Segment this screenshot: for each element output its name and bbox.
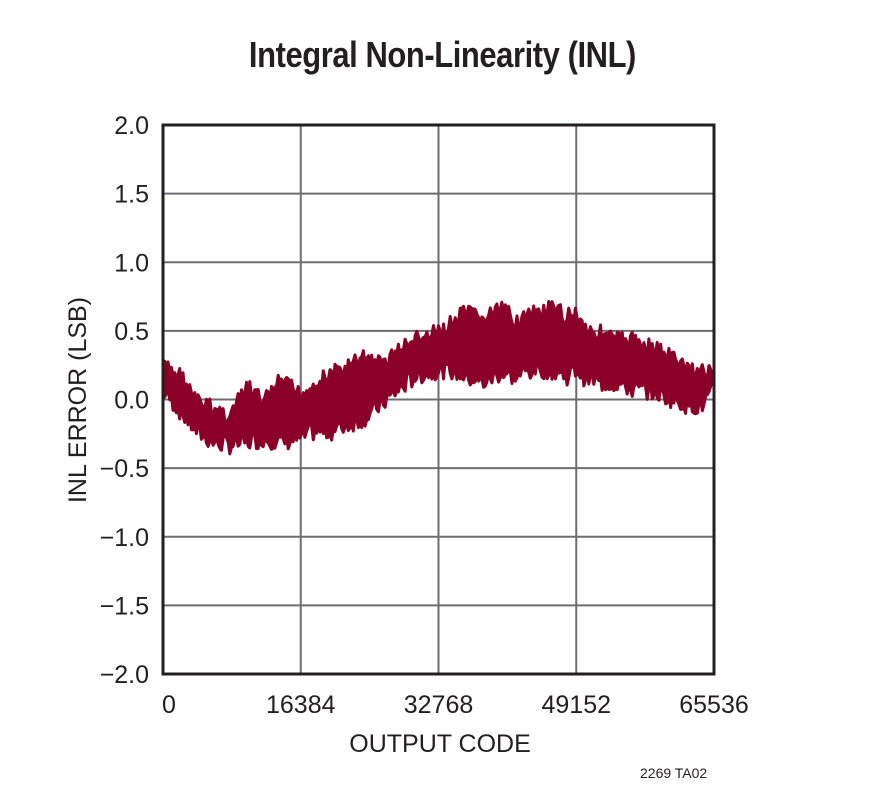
- x-tick-label: 16384: [266, 691, 336, 719]
- y-tick-label: 0.0: [114, 387, 149, 415]
- x-axis-label: OUTPUT CODE: [349, 730, 531, 758]
- x-tick-label: 65536: [679, 691, 749, 719]
- y-tick-label: −0.5: [100, 455, 149, 483]
- x-tick-label: 49152: [541, 691, 611, 719]
- y-tick-labels: 2.0 1.5 1.0 0.5 0.0 −0.5 −1.0 −1.5 −2.0: [100, 112, 149, 689]
- y-tick-label: −1.0: [100, 524, 149, 552]
- x-tick-label: 32768: [404, 691, 474, 719]
- y-tick-label: 2.0: [114, 112, 149, 140]
- y-axis-label: INL ERROR (LSB): [64, 297, 92, 503]
- y-tick-label: 1.5: [114, 181, 149, 209]
- plot-frame: [161, 123, 716, 676]
- chart-title: Integral Non-Linearity (INL): [248, 34, 636, 75]
- y-tick-label: −1.5: [100, 592, 149, 620]
- y-tick-label: −2.0: [100, 661, 149, 689]
- y-tick-label: 0.5: [114, 318, 149, 346]
- y-tick-label: 1.0: [114, 249, 149, 277]
- x-tick-label: 0: [162, 691, 176, 719]
- x-tick-labels: 0 16384 32768 49152 65536: [162, 691, 749, 719]
- figure-code: 2269 TA02: [640, 765, 708, 781]
